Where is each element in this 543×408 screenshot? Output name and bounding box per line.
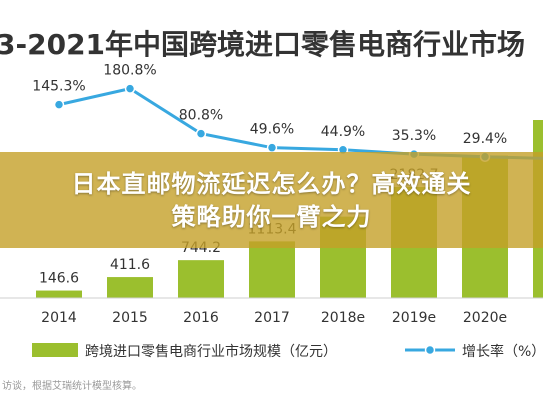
bar-2014 (36, 290, 82, 298)
growth-value-label: 80.8% (179, 108, 223, 124)
headline-banner (0, 152, 543, 248)
headline-line-2: 策略助你一臂之力 (171, 203, 372, 231)
legend-line-label: 增长率（%） (462, 343, 543, 360)
legend-bar-swatch (32, 343, 78, 357)
source-note: 访谈，根据艾瑞统计模型核算。 (2, 379, 142, 392)
headline-line-1: 日本直邮物流延迟怎么办？高效通关 (71, 170, 472, 198)
bar-value-label: 411.6 (110, 257, 150, 273)
x-tick-label: 2016 (183, 310, 219, 326)
growth-point-2014 (53, 99, 65, 110)
x-tick-label: 2020e (463, 310, 507, 326)
growth-value-label: 29.4% (463, 131, 507, 147)
growth-point-2016 (195, 128, 207, 139)
legend-line-marker (424, 344, 436, 356)
bar-value-label: 146.6 (39, 271, 79, 287)
x-tick-label: 2014 (41, 310, 77, 326)
legend-bar-label: 跨境进口零售电商行业市场规模（亿元） (85, 343, 337, 360)
growth-value-label: 35.3% (392, 128, 436, 144)
chart-title: 3-2021年中国跨境进口零售电商行业市场 (0, 28, 525, 61)
x-tick-label: 2018e (321, 310, 365, 326)
growth-value-label: 49.6% (250, 122, 294, 138)
growth-value-label: 44.9% (321, 124, 365, 140)
growth-line-series: 145.3%180.8%80.8%49.6%44.9%35.3%29.4%25 (32, 63, 543, 163)
x-tick-label: 2017 (254, 310, 290, 326)
growth-point-2015 (124, 83, 136, 94)
growth-value-label: 145.3% (32, 79, 85, 95)
growth-line (58, 87, 543, 160)
bar-2017 (249, 241, 295, 298)
bar-2016 (178, 260, 224, 298)
bar-2015 (107, 277, 153, 298)
x-axis: 320142015201620172018e2019e2020e2 (0, 297, 543, 326)
headline[interactable]: 日本直邮物流延迟怎么办？高效通关 策略助你一臂之力 (0, 168, 543, 234)
legend: 跨境进口零售电商行业市场规模（亿元） 增长率（%） (32, 343, 543, 360)
x-tick-label: 2019e (392, 310, 436, 326)
growth-point-2017 (266, 142, 278, 153)
growth-value-label: 180.8% (103, 63, 156, 79)
x-tick-label: 2015 (112, 310, 148, 326)
